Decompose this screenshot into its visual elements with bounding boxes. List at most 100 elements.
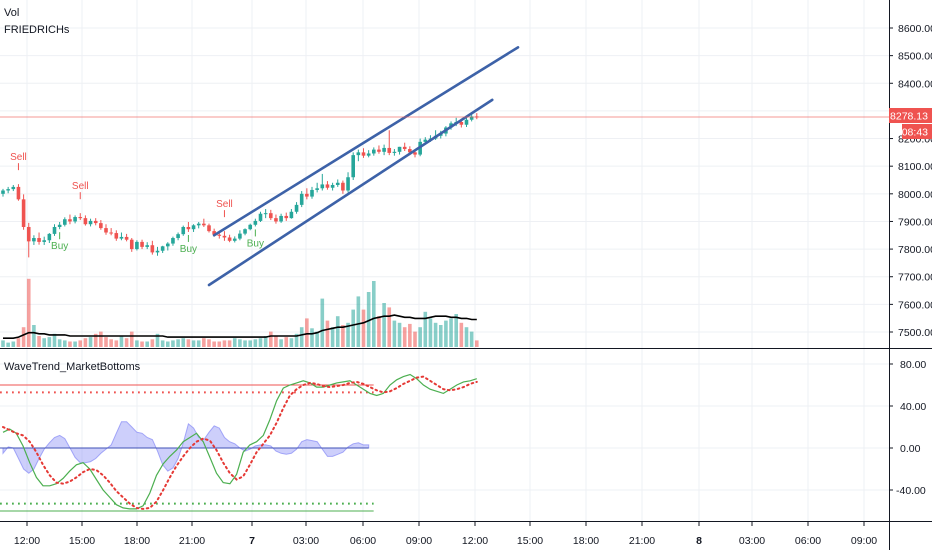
candle-body <box>248 224 252 230</box>
osc-tick-label: 80.00 <box>900 359 926 371</box>
candle-body <box>387 147 392 153</box>
volume-bar <box>202 338 206 347</box>
volume-bar <box>109 339 113 347</box>
time-tick-label: 06:00 <box>350 535 376 547</box>
volume-bar <box>68 341 72 347</box>
trend-channel[interactable] <box>207 46 520 287</box>
candle-body <box>258 213 263 221</box>
buy-signal-label: Buy <box>247 238 264 249</box>
volume-bar <box>63 340 67 347</box>
time-tick-label: 15:00 <box>517 535 543 547</box>
candle-body <box>366 153 371 156</box>
candle-body <box>88 220 93 225</box>
candle-body <box>253 220 258 225</box>
volume-bar <box>423 311 428 347</box>
candle-body <box>109 232 113 234</box>
candle-body <box>263 213 268 215</box>
volume-bar <box>78 340 83 347</box>
candle-body <box>305 193 309 197</box>
candle-body <box>83 218 88 225</box>
candle-body <box>186 226 191 230</box>
volume-bar <box>449 318 453 347</box>
candle-body <box>124 236 129 240</box>
volume-bar <box>1 340 5 347</box>
candle-body <box>145 245 149 247</box>
volume-bar <box>444 320 448 347</box>
volume-bar <box>145 341 149 347</box>
volume-bar <box>294 333 299 347</box>
candle-body <box>397 146 402 152</box>
price-tick-label: 8500.00 <box>898 51 932 63</box>
price-tick-label: 7500.00 <box>898 327 932 339</box>
volume-bar <box>475 340 479 347</box>
wt2-line <box>2 375 478 510</box>
candle-body <box>68 219 72 222</box>
volume-bar <box>16 338 21 347</box>
volume-bar <box>32 325 36 347</box>
volume-bar <box>83 338 88 347</box>
candle-body <box>63 219 67 225</box>
oscillator-title: WaveTrend_MarketBottoms <box>4 361 141 373</box>
candle-body <box>217 234 222 236</box>
candle-body <box>392 151 397 153</box>
candle-body <box>57 224 62 227</box>
volume-bar <box>129 331 134 347</box>
osc-tick-label: -40.00 <box>896 485 926 497</box>
last-price-label: 8278.13 <box>890 111 928 123</box>
volume-bar <box>408 323 412 347</box>
volume-bar <box>93 333 98 347</box>
volume-bar <box>438 325 443 347</box>
volume-bar <box>464 327 469 347</box>
price-tick-label: 7700.00 <box>898 272 932 284</box>
sell-signal-label: Sell <box>216 199 233 210</box>
candle-body <box>325 184 330 188</box>
volume-bar <box>155 333 160 347</box>
buy-signal-label: Buy <box>51 241 68 252</box>
candle-body <box>114 233 119 239</box>
candle-body <box>1 190 5 194</box>
candle-body <box>279 215 283 222</box>
candle-body <box>191 225 196 230</box>
price-tick-label: 8400.00 <box>898 78 932 90</box>
candle-body <box>202 223 206 226</box>
candle-body <box>176 234 180 239</box>
candle-body <box>16 186 21 200</box>
candle-body <box>382 147 386 152</box>
sell-signal-label: Sell <box>10 152 27 163</box>
volume-bar <box>114 340 119 347</box>
volume-bar <box>52 333 57 347</box>
volume-bar <box>279 339 283 347</box>
volume-bar <box>37 336 41 347</box>
osc-tick-label: 0.00 <box>900 443 921 455</box>
volume-bar <box>402 327 407 347</box>
candle-body <box>37 238 41 242</box>
candle-body <box>356 152 361 156</box>
volume-bar <box>382 303 386 347</box>
candle-body <box>408 149 412 153</box>
volume-bar <box>289 338 294 347</box>
volume-bar <box>73 341 77 347</box>
bar-countdown: 08:43 <box>902 127 928 139</box>
volume-bar <box>346 322 350 347</box>
candle-body <box>129 239 134 250</box>
indicator-label: FRIEDRICHs <box>4 24 70 36</box>
last-price-tag: 8278.13 08:43 <box>889 108 932 139</box>
candle-body <box>78 217 83 219</box>
candle-body <box>310 189 314 197</box>
candle-body <box>346 177 350 191</box>
price-tick-label: 7600.00 <box>898 299 932 311</box>
volume-bar <box>232 338 237 347</box>
volume-bar <box>227 340 232 347</box>
volume-bar <box>310 328 314 347</box>
volume-bar <box>305 318 309 347</box>
volume-bar <box>248 340 252 347</box>
volume-bar <box>166 341 170 347</box>
volume-bar <box>397 322 402 347</box>
volume-bar <box>124 338 129 347</box>
candle-body <box>377 149 381 152</box>
volume-bar <box>238 339 242 347</box>
candle-body <box>284 215 289 219</box>
price-tick-label: 8600.00 <box>898 23 932 35</box>
